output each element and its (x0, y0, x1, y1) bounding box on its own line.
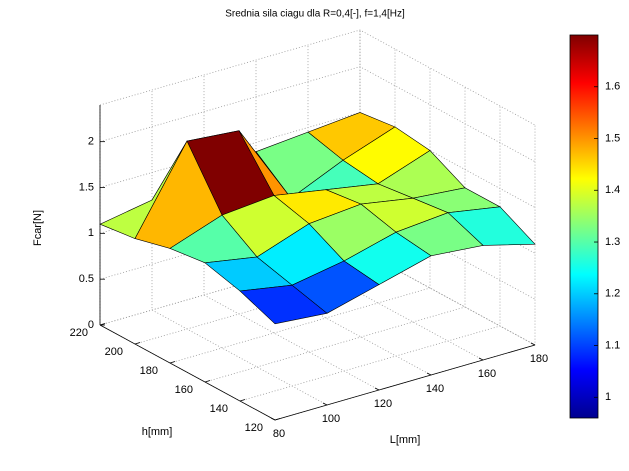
grid-line (169, 68, 431, 364)
grid-line (99, 66, 536, 163)
y-tick (204, 380, 211, 383)
x-tick (426, 372, 432, 376)
x-tick (270, 417, 276, 421)
y-tick-label: 140 (210, 403, 228, 415)
box-edge (99, 29, 536, 126)
x-tick-label: 180 (530, 353, 548, 365)
y-tick-label: 160 (175, 384, 193, 396)
colorbar-tick-label: 1.4 (605, 184, 620, 196)
colorbar-tick-label: 1.5 (605, 132, 620, 144)
x-tick (530, 342, 536, 346)
z-tick-label: 0 (88, 319, 94, 331)
chart-title: Srednia sila ciagu dla R=0,4[-], f=1,4[H… (225, 9, 405, 20)
grid-line (307, 45, 484, 361)
x-axis-label: L[mm] (390, 434, 421, 446)
colorbar-tick-label: 1.6 (605, 81, 620, 93)
y-tick-label: 200 (105, 346, 123, 358)
z-tick-label: 1 (88, 227, 94, 239)
z-axis-label: Fcar[N] (32, 210, 44, 246)
x-tick-label: 120 (374, 398, 392, 410)
x-tick-label: 140 (426, 383, 444, 395)
x-tick (322, 402, 328, 406)
y-tick (99, 323, 106, 326)
x-axis (274, 344, 536, 421)
y-tick (134, 342, 141, 345)
y-axis-label: h[mm] (142, 426, 173, 438)
colorbar-tick-label: 1 (605, 391, 611, 403)
grid-line (255, 60, 432, 376)
y-tick-label: 220 (70, 327, 88, 339)
grid-line (151, 90, 328, 406)
y-tick (169, 361, 176, 364)
x-tick-label: 160 (478, 368, 496, 380)
colorbar (569, 34, 599, 419)
z-tick-label: 0.5 (79, 273, 94, 285)
y-tick-label: 180 (140, 365, 158, 377)
x-tick (374, 387, 380, 391)
colorbar-tick-label: 1.3 (605, 236, 620, 248)
z-tick-label: 1.5 (79, 181, 94, 193)
x-tick-label: 100 (322, 413, 340, 425)
y-tick-label: 120 (245, 422, 263, 434)
y-tick (239, 399, 246, 402)
x-tick (478, 357, 484, 361)
surface-face (239, 284, 328, 325)
y-tick (274, 418, 281, 421)
colorbar-tick-label: 1.2 (605, 288, 620, 300)
colorbar-tick-label: 1.1 (605, 339, 620, 351)
z-tick-label: 2 (88, 136, 94, 148)
x-tick-label: 80 (273, 428, 285, 440)
y-axis (99, 324, 276, 421)
